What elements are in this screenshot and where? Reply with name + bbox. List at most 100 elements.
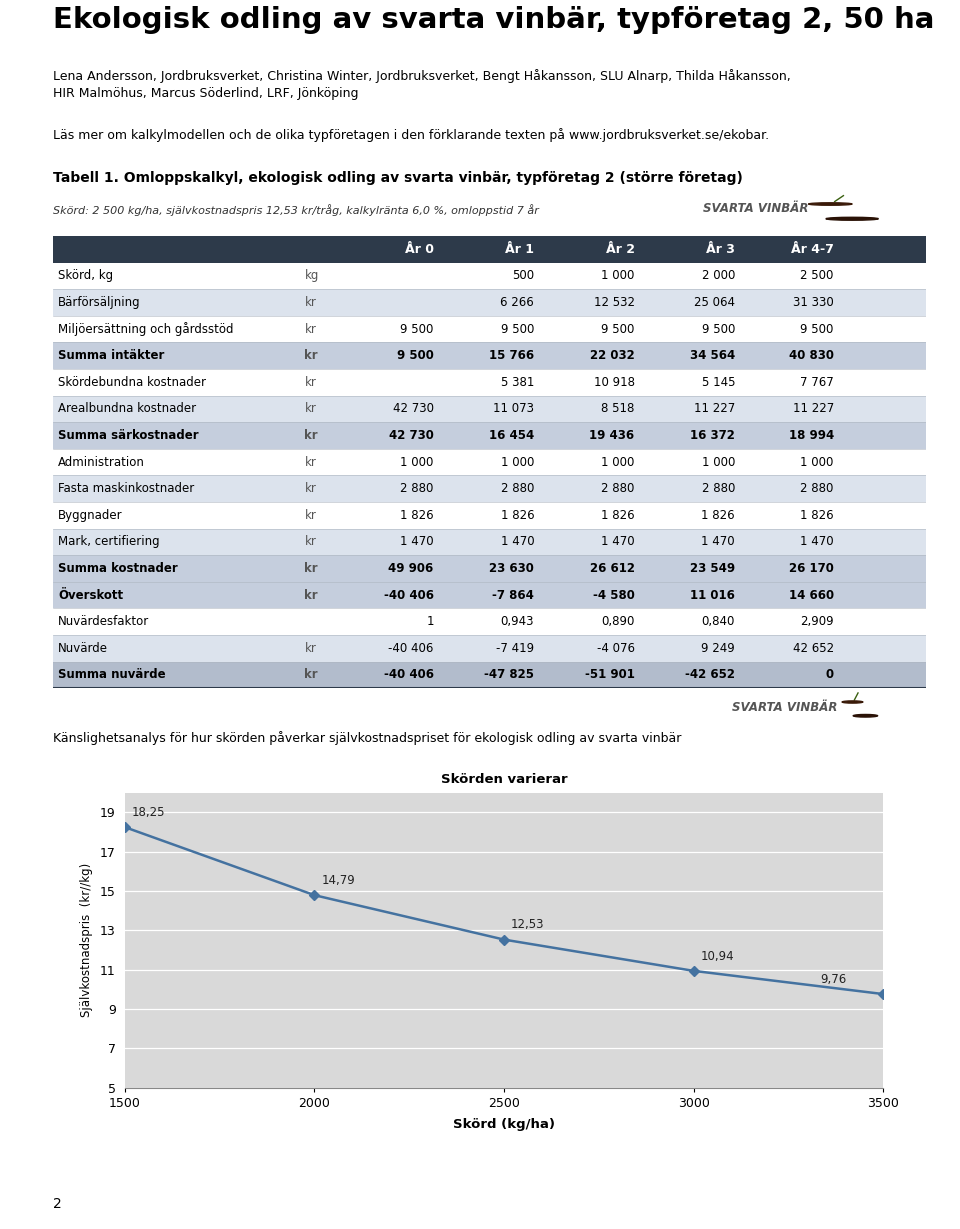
Text: kr: kr [304,562,318,575]
Text: kr: kr [304,642,316,655]
Text: 1 000: 1 000 [601,269,635,283]
Bar [53,369,926,396]
Title: Skörden varierar: Skörden varierar [441,773,567,787]
Bar [53,528,926,556]
Bar [53,581,926,608]
Text: kr: kr [304,589,318,602]
Text: 0: 0 [826,669,834,681]
Text: 2,909: 2,909 [801,616,834,628]
Text: 2 500: 2 500 [801,269,834,283]
Text: kr: kr [304,456,316,468]
Text: 34 564: 34 564 [690,349,735,363]
Text: 1 826: 1 826 [702,509,735,522]
Text: -40 406: -40 406 [384,589,434,602]
Text: 1 470: 1 470 [702,536,735,548]
Text: 23 549: 23 549 [690,562,735,575]
Text: 23 630: 23 630 [490,562,534,575]
X-axis label: Skörd (kg/ha): Skörd (kg/ha) [453,1118,555,1131]
Text: Summa nuvärde: Summa nuvärde [58,669,166,681]
Text: 1 826: 1 826 [400,509,434,522]
Text: 9 500: 9 500 [396,349,434,363]
Text: Läs mer om kalkylmodellen och de olika typföretagen i den förklarande texten på : Läs mer om kalkylmodellen och de olika t… [53,128,769,141]
Text: 11 227: 11 227 [793,402,834,415]
Text: 25 064: 25 064 [694,296,735,308]
Text: Överskott: Överskott [58,589,123,602]
Text: 2 880: 2 880 [501,482,534,495]
Text: 9 500: 9 500 [801,322,834,336]
Text: kr: kr [304,429,318,442]
Text: Summa kostnader: Summa kostnader [58,562,178,575]
Bar [53,236,926,263]
Text: 15 766: 15 766 [489,349,534,363]
Text: -7 864: -7 864 [492,589,534,602]
Text: Ekologisk odling av svarta vinbär, typföretag 2, 50 ha: Ekologisk odling av svarta vinbär, typfö… [53,6,934,34]
Text: 6 266: 6 266 [500,296,534,308]
Text: 42 652: 42 652 [793,642,834,655]
Text: 11 073: 11 073 [493,402,534,415]
Bar [53,263,926,289]
Text: År 0: År 0 [405,243,434,256]
Text: kr: kr [304,482,316,495]
Text: -40 406: -40 406 [384,669,434,681]
Text: -42 652: -42 652 [685,669,735,681]
Bar [53,396,926,423]
Text: 12 532: 12 532 [593,296,635,308]
Text: 0,890: 0,890 [601,616,635,628]
Circle shape [853,714,877,717]
Text: 2: 2 [53,1197,61,1212]
Bar [53,316,926,343]
Text: 1 470: 1 470 [400,536,434,548]
Text: 1 826: 1 826 [601,509,635,522]
Text: År 1: År 1 [505,243,534,256]
Text: -7 419: -7 419 [496,642,534,655]
Text: 1 826: 1 826 [500,509,534,522]
Circle shape [808,203,852,205]
Text: 1: 1 [426,616,434,628]
Text: År 4-7: År 4-7 [791,243,834,256]
Text: 1 000: 1 000 [400,456,434,468]
Text: 500: 500 [512,269,534,283]
Text: 9 500: 9 500 [702,322,735,336]
Text: Mark, certifiering: Mark, certifiering [58,536,159,548]
Text: 10,94: 10,94 [701,950,734,962]
Text: 1 000: 1 000 [702,456,735,468]
Text: Nuvärde: Nuvärde [58,642,108,655]
Text: 5 381: 5 381 [501,376,534,388]
Text: 10 918: 10 918 [593,376,635,388]
Bar [53,501,926,528]
Bar [53,661,926,688]
Text: Nuvärdesfaktor: Nuvärdesfaktor [58,616,150,628]
Text: 14 660: 14 660 [789,589,834,602]
Text: 9,76: 9,76 [821,973,847,986]
Text: 2 000: 2 000 [702,269,735,283]
Bar [53,423,926,449]
Bar [53,343,926,369]
Text: 18 994: 18 994 [788,429,834,442]
Text: -40 406: -40 406 [388,642,434,655]
Text: 31 330: 31 330 [793,296,834,308]
Text: 9 500: 9 500 [501,322,534,336]
Text: kr: kr [304,402,316,415]
Bar [53,635,926,661]
Text: 11 227: 11 227 [694,402,735,415]
Text: Skörd, kg: Skörd, kg [58,269,113,283]
Text: 2 880: 2 880 [801,482,834,495]
Text: Arealbundna kostnader: Arealbundna kostnader [58,402,196,415]
Circle shape [826,218,878,220]
Text: SVARTA VINBÄR: SVARTA VINBÄR [732,702,838,714]
Text: kr: kr [304,536,316,548]
Text: 1 000: 1 000 [501,456,534,468]
Text: Skördebundna kostnader: Skördebundna kostnader [58,376,206,388]
Bar [53,449,926,476]
Text: 42 730: 42 730 [393,402,434,415]
Bar [53,608,926,635]
Circle shape [842,701,863,703]
Text: 14,79: 14,79 [322,874,355,887]
Text: Byggnader: Byggnader [58,509,123,522]
Text: kr: kr [304,376,316,388]
Text: kr: kr [304,509,316,522]
Text: 0,943: 0,943 [501,616,534,628]
Text: 18,25: 18,25 [132,806,165,819]
Bar [53,556,926,581]
Text: 26 612: 26 612 [589,562,635,575]
